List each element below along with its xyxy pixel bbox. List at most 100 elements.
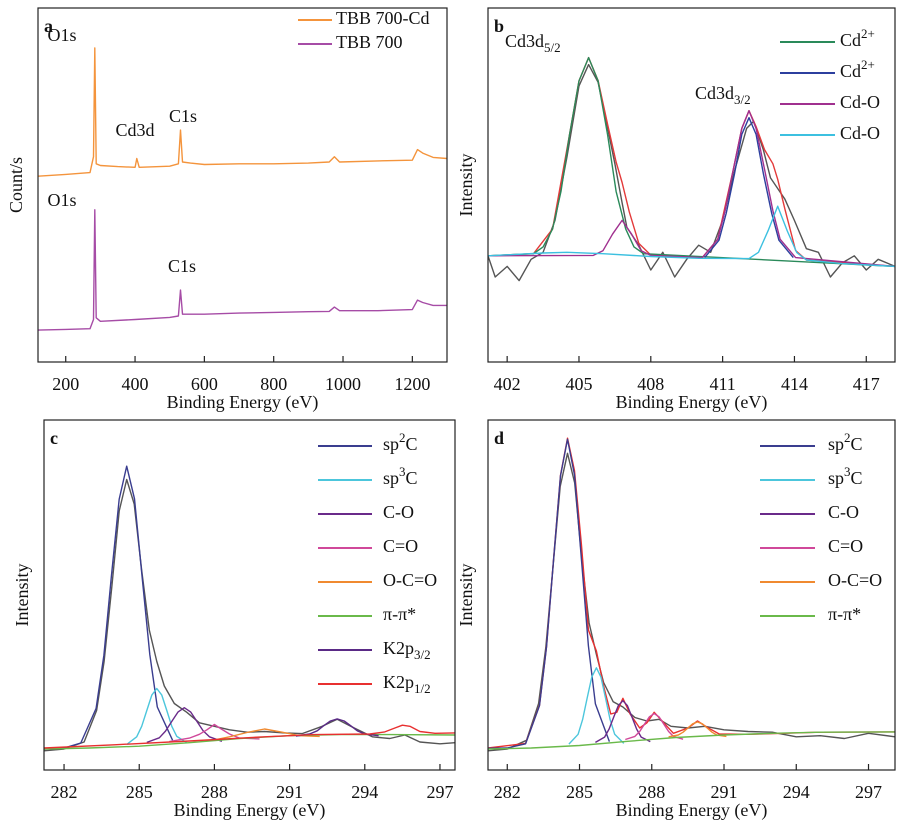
- spectrum-line: [488, 452, 895, 752]
- legend-label: C=O: [383, 536, 418, 556]
- peak-annotation: C1s: [169, 106, 197, 126]
- spectrum-line: [126, 687, 188, 746]
- legend-label: π-π*: [828, 604, 861, 624]
- x-tick-label: 285: [566, 782, 593, 802]
- spectrum-line: [38, 47, 447, 177]
- y-axis-label: Intensity: [456, 564, 476, 627]
- spectrum-line: [38, 209, 447, 331]
- spectrum-line: [44, 724, 455, 749]
- spectrum-line: [295, 718, 379, 737]
- x-tick-label: 291: [276, 782, 303, 802]
- spectrum-line: [488, 110, 895, 268]
- x-tick-label: 294: [351, 782, 378, 802]
- x-tick-label: 411: [709, 374, 735, 394]
- plot-frame: [487, 7, 896, 363]
- legend-label: TBB 700-Cd: [336, 8, 430, 28]
- spectrum-line: [488, 63, 895, 282]
- x-tick-label: 285: [126, 782, 153, 802]
- legend-label: TBB 700: [336, 32, 403, 52]
- spectrum-line: [488, 56, 895, 268]
- x-tick-label: 288: [201, 782, 228, 802]
- x-tick-label: 294: [783, 782, 810, 802]
- spectrum-line: [568, 667, 625, 745]
- x-tick-label: 1200: [394, 374, 430, 394]
- legend-label: K2p1/2: [383, 672, 431, 696]
- spectrum-line: [44, 465, 174, 750]
- panel-label: d: [494, 428, 504, 448]
- peak-annotation: C1s: [168, 256, 196, 276]
- legend-label-part: sp: [383, 468, 399, 488]
- plot-frame: [487, 419, 896, 771]
- peak-annotation-part: Cd3d: [505, 31, 544, 51]
- legend-label-sub: 3/2: [414, 647, 431, 662]
- x-axis-label: Binding Energy (eV): [616, 392, 768, 413]
- x-tick-label: 282: [494, 782, 521, 802]
- y-axis-label: Intensity: [456, 154, 476, 217]
- peak-annotation: Cd3d: [115, 120, 154, 140]
- spectrum-line: [625, 712, 684, 741]
- x-tick-label: 400: [122, 374, 149, 394]
- peak-annotation: O1s: [47, 190, 76, 210]
- legend-label: Cd-O: [840, 123, 880, 143]
- legend-label-part: Cd: [840, 61, 861, 81]
- spectrum-line: [595, 700, 651, 744]
- x-tick-label: 405: [565, 374, 592, 394]
- legend-label-part: K2p: [383, 672, 414, 692]
- x-tick-label: 288: [638, 782, 665, 802]
- legend-label-part: sp: [828, 434, 844, 454]
- x-axis-label: Binding Energy (eV): [167, 392, 319, 413]
- x-tick-label: 282: [51, 782, 78, 802]
- peak-annotation: Cd3d5/2: [505, 31, 561, 55]
- x-tick-label: 200: [52, 374, 79, 394]
- x-tick-label: 414: [781, 374, 808, 394]
- legend-label-sup: 2: [844, 430, 851, 445]
- legend-label-part: C: [406, 468, 418, 488]
- x-axis-label: Binding Energy (eV): [174, 800, 326, 821]
- legend-label-sup: 3: [399, 464, 406, 479]
- legend-label: C-O: [828, 502, 859, 522]
- spectrum-line: [146, 707, 223, 744]
- legend-label: C=O: [828, 536, 863, 556]
- x-tick-label: 1000: [325, 374, 361, 394]
- spectrum-line: [488, 438, 611, 749]
- legend-label-sup: 2: [399, 430, 406, 445]
- legend-label: π-π*: [383, 604, 416, 624]
- x-tick-label: 800: [260, 374, 287, 394]
- x-tick-label: 402: [494, 374, 521, 394]
- legend-label-part: C: [851, 468, 863, 488]
- legend-label: sp2C: [383, 430, 418, 454]
- peak-annotation-sub: 5/2: [544, 40, 561, 55]
- legend-label-sup: 2+: [861, 57, 875, 72]
- legend-label: Cd2+: [840, 26, 875, 50]
- legend-label: sp3C: [828, 464, 863, 488]
- panel-label: b: [494, 16, 504, 36]
- legend-label: O-C=O: [383, 570, 437, 590]
- x-tick-label: 297: [855, 782, 882, 802]
- legend-label-part: C: [851, 434, 863, 454]
- y-axis-label: Intensity: [12, 564, 32, 627]
- x-tick-label: 408: [637, 374, 664, 394]
- spectrum-line: [169, 723, 260, 743]
- spectrum-line: [44, 733, 455, 750]
- spectrum-line: [488, 205, 895, 268]
- legend-label-sub: 1/2: [414, 681, 431, 696]
- spectrum-line: [668, 721, 727, 738]
- legend-label: Cd2+: [840, 57, 875, 81]
- legend-label: sp3C: [383, 464, 418, 488]
- legend-label-sup: 3: [844, 464, 851, 479]
- legend-label-part: Cd: [840, 30, 861, 50]
- panel-label: c: [50, 428, 58, 448]
- x-tick-label: 291: [711, 782, 738, 802]
- x-tick-label: 297: [426, 782, 453, 802]
- legend-label: sp2C: [828, 430, 863, 454]
- legend-label-part: C: [406, 434, 418, 454]
- peak-annotation: O1s: [47, 25, 76, 45]
- legend-label: C-O: [383, 502, 414, 522]
- legend-label: Cd-O: [840, 92, 880, 112]
- spectrum-line: [44, 478, 455, 752]
- peak-annotation-sub: 3/2: [734, 92, 751, 107]
- legend-label-sup: 2+: [861, 26, 875, 41]
- legend-label-part: sp: [383, 434, 399, 454]
- spectrum-line: [704, 117, 794, 259]
